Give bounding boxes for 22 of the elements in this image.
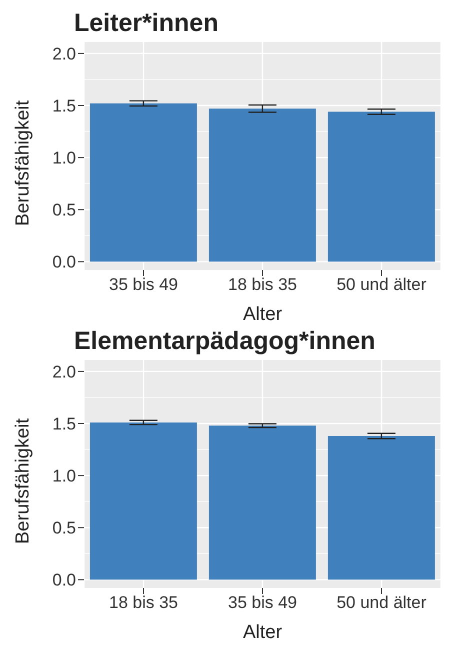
y-tick-label: 1.0 — [52, 148, 76, 168]
x-axis-title: Alter — [242, 622, 283, 643]
y-axis-title: Berufsfähigkeit — [12, 418, 34, 544]
y-axis-title: Berufsfähigkeit — [12, 100, 34, 226]
y-tick-label: 1.5 — [52, 414, 76, 434]
chart-title: Leiter*innen — [73, 8, 220, 38]
y-tick-label: 0.5 — [52, 518, 76, 538]
y-tick-label: 0.5 — [52, 200, 76, 220]
y-tick-label: 2.0 — [52, 44, 76, 64]
y-tick-label: 2.0 — [52, 362, 76, 382]
x-tick-label: 35 bis 49 — [109, 275, 178, 294]
y-tick-label: 0.0 — [52, 252, 76, 272]
x-tick-label: 35 bis 49 — [228, 593, 297, 612]
chart-title: Elementarpädagog*innen — [73, 326, 376, 356]
y-tick-label: 0.0 — [52, 570, 76, 590]
y-tick-label: 1.5 — [52, 96, 76, 116]
x-tick-label: 18 bis 35 — [228, 275, 297, 294]
x-tick-label: 18 bis 35 — [109, 593, 178, 612]
x-tick-label: 50 und älter — [336, 593, 427, 612]
x-axis-title: Alter — [242, 304, 283, 325]
x-tick-label: 50 und älter — [336, 275, 427, 294]
y-tick-label: 1.0 — [52, 466, 76, 486]
